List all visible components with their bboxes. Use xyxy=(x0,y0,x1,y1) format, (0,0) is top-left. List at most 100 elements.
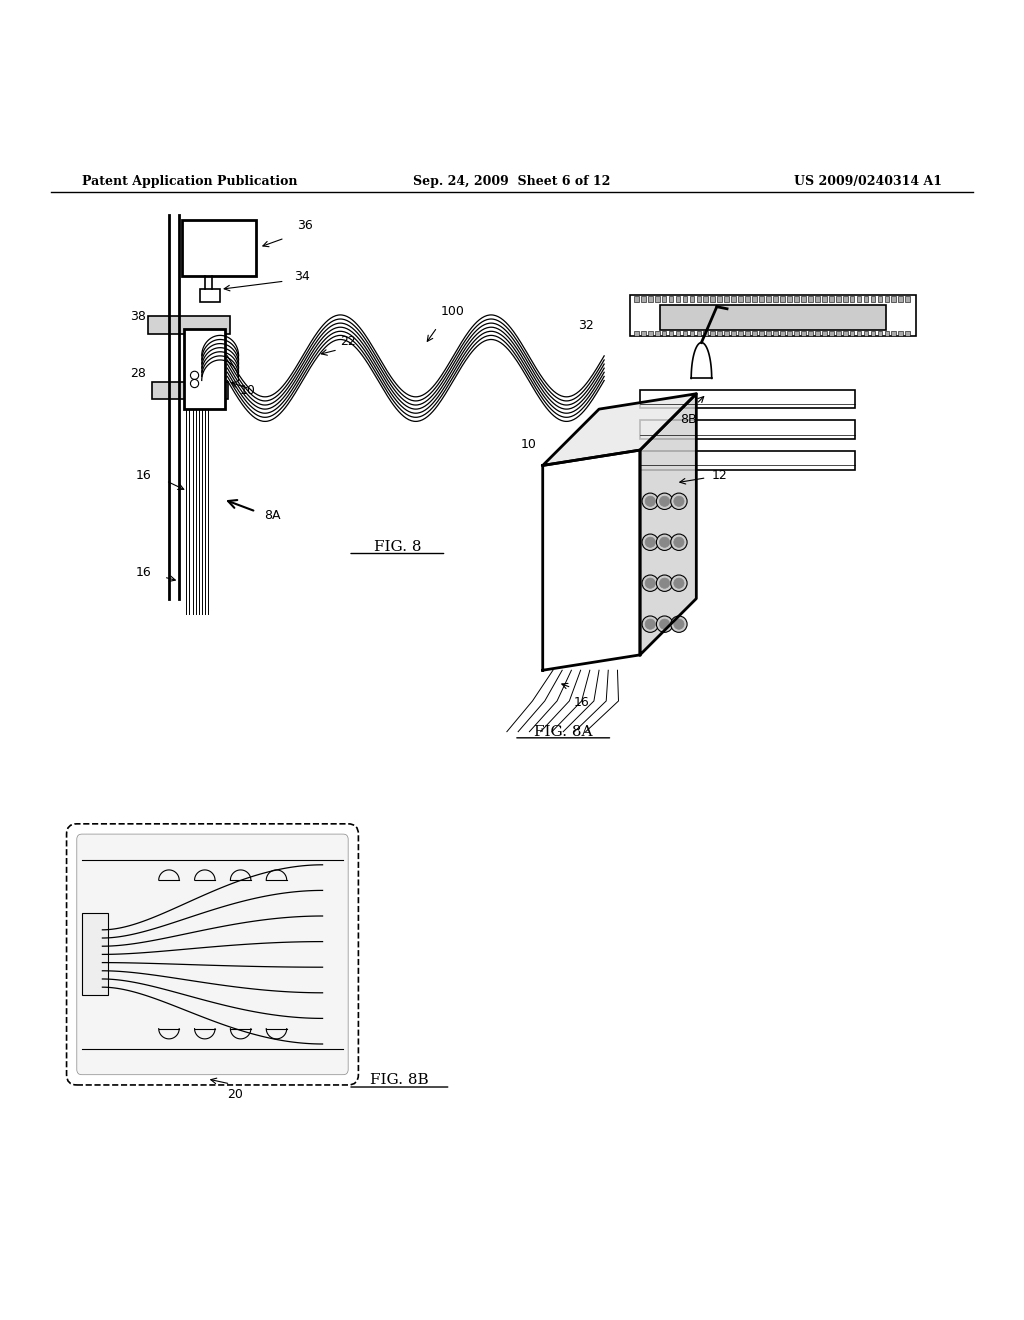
Bar xyxy=(892,331,896,337)
Bar xyxy=(885,331,889,337)
Bar xyxy=(718,297,722,301)
Bar xyxy=(660,305,886,330)
Text: 12: 12 xyxy=(712,469,727,482)
Bar xyxy=(184,329,225,409)
Bar xyxy=(152,383,228,399)
Text: 22: 22 xyxy=(340,335,356,347)
Text: 10: 10 xyxy=(520,438,537,451)
Bar xyxy=(870,331,876,337)
Bar xyxy=(870,297,876,301)
Bar xyxy=(885,297,889,301)
Bar xyxy=(648,297,652,301)
Bar xyxy=(676,297,680,301)
Bar xyxy=(745,297,750,301)
Circle shape xyxy=(656,576,673,591)
Circle shape xyxy=(659,578,670,589)
Text: US 2009/0240314 A1: US 2009/0240314 A1 xyxy=(794,174,942,187)
Bar xyxy=(654,297,659,301)
Bar xyxy=(662,297,667,301)
Text: 16: 16 xyxy=(136,566,152,579)
Bar xyxy=(703,331,709,337)
Bar xyxy=(905,297,910,301)
Polygon shape xyxy=(543,393,696,466)
Text: Sep. 24, 2009  Sheet 6 of 12: Sep. 24, 2009 Sheet 6 of 12 xyxy=(414,174,610,187)
Bar xyxy=(676,331,680,337)
Circle shape xyxy=(645,537,655,548)
Bar xyxy=(711,331,715,337)
FancyBboxPatch shape xyxy=(67,824,358,1085)
Bar xyxy=(689,331,694,337)
Text: 36: 36 xyxy=(297,219,312,232)
Bar xyxy=(787,297,792,301)
Text: 16: 16 xyxy=(136,469,152,482)
Text: 8B: 8B xyxy=(680,413,696,426)
Bar xyxy=(669,297,674,301)
Bar xyxy=(857,297,861,301)
Bar xyxy=(780,331,784,337)
Circle shape xyxy=(674,496,684,507)
Bar xyxy=(683,297,687,301)
FancyBboxPatch shape xyxy=(77,834,348,1074)
Bar xyxy=(857,331,861,337)
Bar xyxy=(182,219,256,276)
Circle shape xyxy=(645,619,655,630)
Bar xyxy=(815,331,819,337)
Bar xyxy=(689,297,694,301)
Text: 10: 10 xyxy=(240,384,256,397)
Text: 16: 16 xyxy=(573,696,589,709)
Bar xyxy=(683,331,687,337)
Circle shape xyxy=(645,496,655,507)
Bar xyxy=(148,315,230,334)
Bar xyxy=(836,331,841,337)
Bar xyxy=(640,420,855,438)
Bar xyxy=(773,331,778,337)
Bar xyxy=(766,297,771,301)
Text: FIG. 8B: FIG. 8B xyxy=(370,1073,429,1086)
Circle shape xyxy=(671,494,687,510)
Bar xyxy=(898,297,903,301)
Circle shape xyxy=(642,616,658,632)
Bar xyxy=(863,331,868,337)
Bar xyxy=(641,331,645,337)
Circle shape xyxy=(671,616,687,632)
Circle shape xyxy=(659,496,670,507)
Bar xyxy=(815,297,819,301)
Bar xyxy=(634,331,639,337)
Bar xyxy=(641,297,645,301)
Polygon shape xyxy=(640,393,696,655)
Bar xyxy=(892,297,896,301)
Bar xyxy=(718,331,722,337)
Circle shape xyxy=(656,535,673,550)
Bar xyxy=(724,331,729,337)
Text: 100: 100 xyxy=(440,305,464,318)
Bar xyxy=(669,331,674,337)
Bar xyxy=(808,297,813,301)
Text: 38: 38 xyxy=(130,310,146,323)
Bar xyxy=(822,331,826,337)
Bar xyxy=(634,297,639,301)
Bar xyxy=(850,297,854,301)
Bar xyxy=(850,331,854,337)
Bar xyxy=(738,331,743,337)
Circle shape xyxy=(656,616,673,632)
Bar xyxy=(640,451,855,470)
Bar xyxy=(745,331,750,337)
Bar xyxy=(836,297,841,301)
Bar xyxy=(630,296,916,337)
Bar xyxy=(843,331,848,337)
Bar xyxy=(822,297,826,301)
Bar xyxy=(766,331,771,337)
Circle shape xyxy=(671,576,687,591)
Bar xyxy=(898,331,903,337)
Bar xyxy=(200,289,220,301)
Bar xyxy=(753,331,757,337)
Bar xyxy=(828,331,834,337)
Circle shape xyxy=(642,494,658,510)
Bar xyxy=(843,297,848,301)
Bar xyxy=(878,331,883,337)
Bar xyxy=(696,297,701,301)
Bar xyxy=(654,331,659,337)
Bar xyxy=(703,297,709,301)
Bar xyxy=(753,297,757,301)
Bar xyxy=(662,331,667,337)
